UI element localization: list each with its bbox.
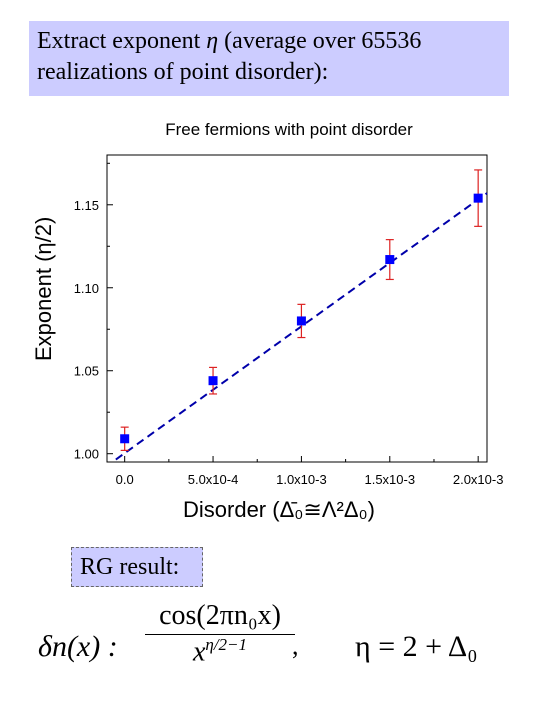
data-point	[473, 193, 483, 203]
x-tick-label: 2.0x10-3	[453, 472, 504, 487]
chart-title: Free fermions with point disorder	[165, 120, 413, 139]
eta-symbol: η	[206, 28, 219, 54]
y-axis-label-text: Exponent (η/2)	[31, 217, 56, 361]
y-axis-label: Exponent (η/2)	[31, 217, 56, 361]
header-box: Extract exponent η (average over 65536 r…	[29, 21, 509, 96]
x-tick-label: 1.0x10-3	[276, 472, 327, 487]
plot-frame	[106, 154, 488, 463]
data-point	[208, 376, 218, 386]
denominator-exponent: η/2−1	[205, 635, 248, 654]
header-prefix: Extract exponent	[37, 28, 201, 54]
header-suffix: (average over 65536	[224, 28, 422, 54]
chart: Free fermions with point disorder 1.001.…	[31, 120, 504, 522]
data-point	[385, 255, 395, 265]
rg-result-label: RG result:	[71, 547, 203, 587]
x-axis-label: Disorder (Δ̄₀≅Λ²Δ₀)	[183, 497, 375, 522]
header-line-2: realizations of point disorder):	[37, 59, 329, 85]
axes: 1.00 1.05 1.10 1.15 0.0 5.0x10-4 1.0x10-3 1.5x1…	[74, 154, 504, 487]
y-tick-label: 1.05	[74, 364, 99, 379]
rg-formula-fraction: cos(2πn₀x) xη/2−1	[145, 600, 295, 668]
eta-equation: η = 2 + Δ₀	[355, 630, 478, 663]
formula-lhs-text: δn(x) :	[38, 630, 118, 663]
x-tick-label: 5.0x10-4	[188, 472, 239, 487]
y-tick-label: 1.15	[74, 198, 99, 213]
header-line-1: Extract exponent η (average over 65536	[37, 26, 501, 57]
rg-formula-lhs: δn(x) :	[38, 630, 118, 664]
formula-comma: ,	[292, 631, 299, 660]
x-tick-label: 0.0	[116, 472, 134, 487]
fraction-bar	[145, 634, 295, 635]
data-point	[120, 434, 130, 444]
denominator-base: x	[192, 636, 206, 668]
data-points	[120, 169, 483, 451]
formula-denominator: xη/2−1	[145, 635, 295, 668]
formula-numerator: cos(2πn₀x)	[159, 600, 281, 631]
x-tick-label: 1.5x10-3	[364, 472, 415, 487]
y-tick-label: 1.00	[74, 447, 99, 462]
data-point	[296, 316, 306, 326]
y-tick-label: 1.10	[74, 281, 99, 296]
